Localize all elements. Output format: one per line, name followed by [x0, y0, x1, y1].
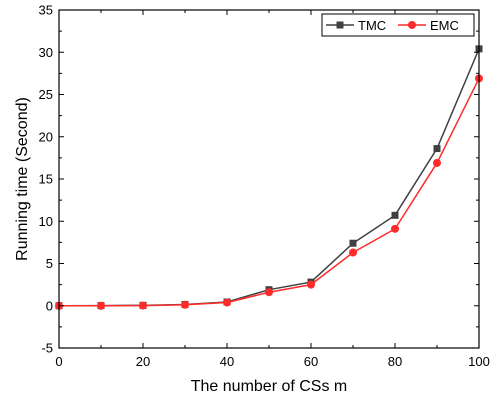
data-point-emc: [307, 280, 315, 289]
y-tick-label: 15: [39, 172, 53, 187]
data-point-emc: [391, 224, 399, 233]
series-line-emc: [59, 78, 480, 307]
plot-frame: [58, 9, 480, 349]
x-tick-label: 80: [388, 354, 402, 369]
data-point-tmc: [391, 211, 399, 219]
y-tick-label: -5: [41, 341, 53, 356]
y-tick-label: 20: [39, 129, 53, 144]
legend-marker-tmc: [336, 21, 344, 29]
x-tick-label: 100: [468, 354, 490, 369]
x-tick-label: 40: [220, 354, 234, 369]
y-tick-label: 5: [46, 256, 53, 271]
data-point-emc: [349, 248, 357, 257]
x-tick-label: 60: [304, 354, 318, 369]
data-point-emc: [433, 158, 441, 167]
data-point-emc: [139, 301, 147, 310]
data-point-emc: [181, 300, 189, 309]
series-line-tmc: [58, 48, 480, 307]
y-tick-label: 35: [39, 3, 53, 18]
legend-label-tmc: TMC: [358, 18, 386, 33]
y-tick-label: 0: [46, 298, 53, 313]
data-point-emc: [265, 288, 273, 297]
data-point-emc: [223, 298, 231, 307]
legend: TMC EMC: [321, 13, 475, 37]
data-point-tmc: [433, 145, 441, 153]
y-tick-label: 30: [39, 45, 53, 60]
y-axis-title: Running time (Second): [14, 97, 31, 261]
x-tick-label: 20: [136, 354, 150, 369]
data-point-tmc: [349, 239, 357, 247]
legend-label-emc: EMC: [430, 18, 459, 33]
y-tick-label: 25: [39, 87, 53, 102]
y-tick-label: 10: [39, 214, 53, 229]
legend-marker-emc: [408, 21, 416, 29]
x-tick-label: 0: [55, 354, 62, 369]
x-axis-title: The number of CSs m: [191, 378, 348, 395]
data-point-emc: [97, 301, 105, 310]
series-layer: [55, 45, 483, 310]
